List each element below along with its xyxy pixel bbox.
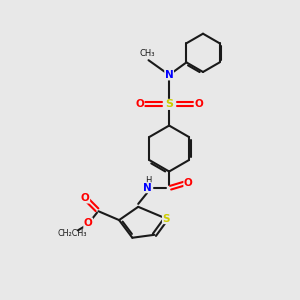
- Text: CH₃: CH₃: [139, 49, 155, 58]
- Text: S: S: [165, 99, 173, 110]
- Text: O: O: [84, 218, 92, 228]
- Text: O: O: [184, 178, 193, 188]
- Text: H: H: [145, 176, 152, 185]
- Text: O: O: [81, 193, 90, 203]
- Text: N: N: [165, 70, 173, 80]
- Text: O: O: [194, 99, 203, 110]
- Text: S: S: [162, 214, 170, 224]
- Text: N: N: [143, 183, 152, 193]
- Text: O: O: [135, 99, 144, 110]
- Text: CH₂CH₃: CH₂CH₃: [57, 229, 87, 238]
